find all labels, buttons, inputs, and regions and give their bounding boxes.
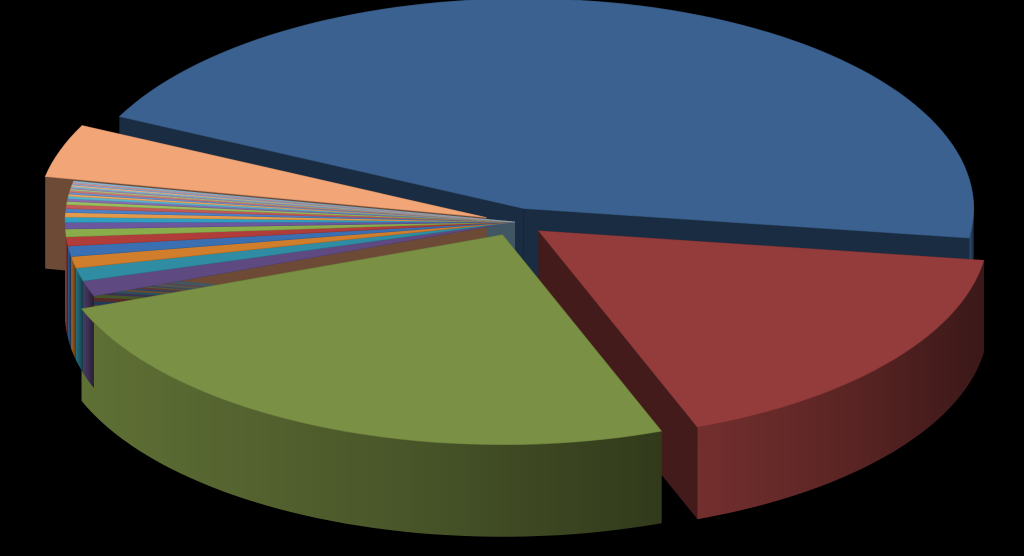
slice-4-wall xyxy=(76,268,84,373)
slice-7-wall xyxy=(66,236,68,339)
pie-top-faces xyxy=(44,0,985,445)
slice-3-wall xyxy=(83,281,94,388)
pie-slice-1 xyxy=(537,230,985,428)
slice-2-wall xyxy=(81,308,662,537)
pie-slice-2 xyxy=(80,234,663,445)
slice-8-wall xyxy=(65,229,67,329)
slice-6-wall xyxy=(68,246,72,349)
slice-1-wall xyxy=(697,260,984,520)
slice-5-wall xyxy=(71,256,76,361)
pie-slice-0 xyxy=(118,0,975,239)
pie-slice-26 xyxy=(72,180,516,223)
pie-slice-27 xyxy=(44,125,487,218)
